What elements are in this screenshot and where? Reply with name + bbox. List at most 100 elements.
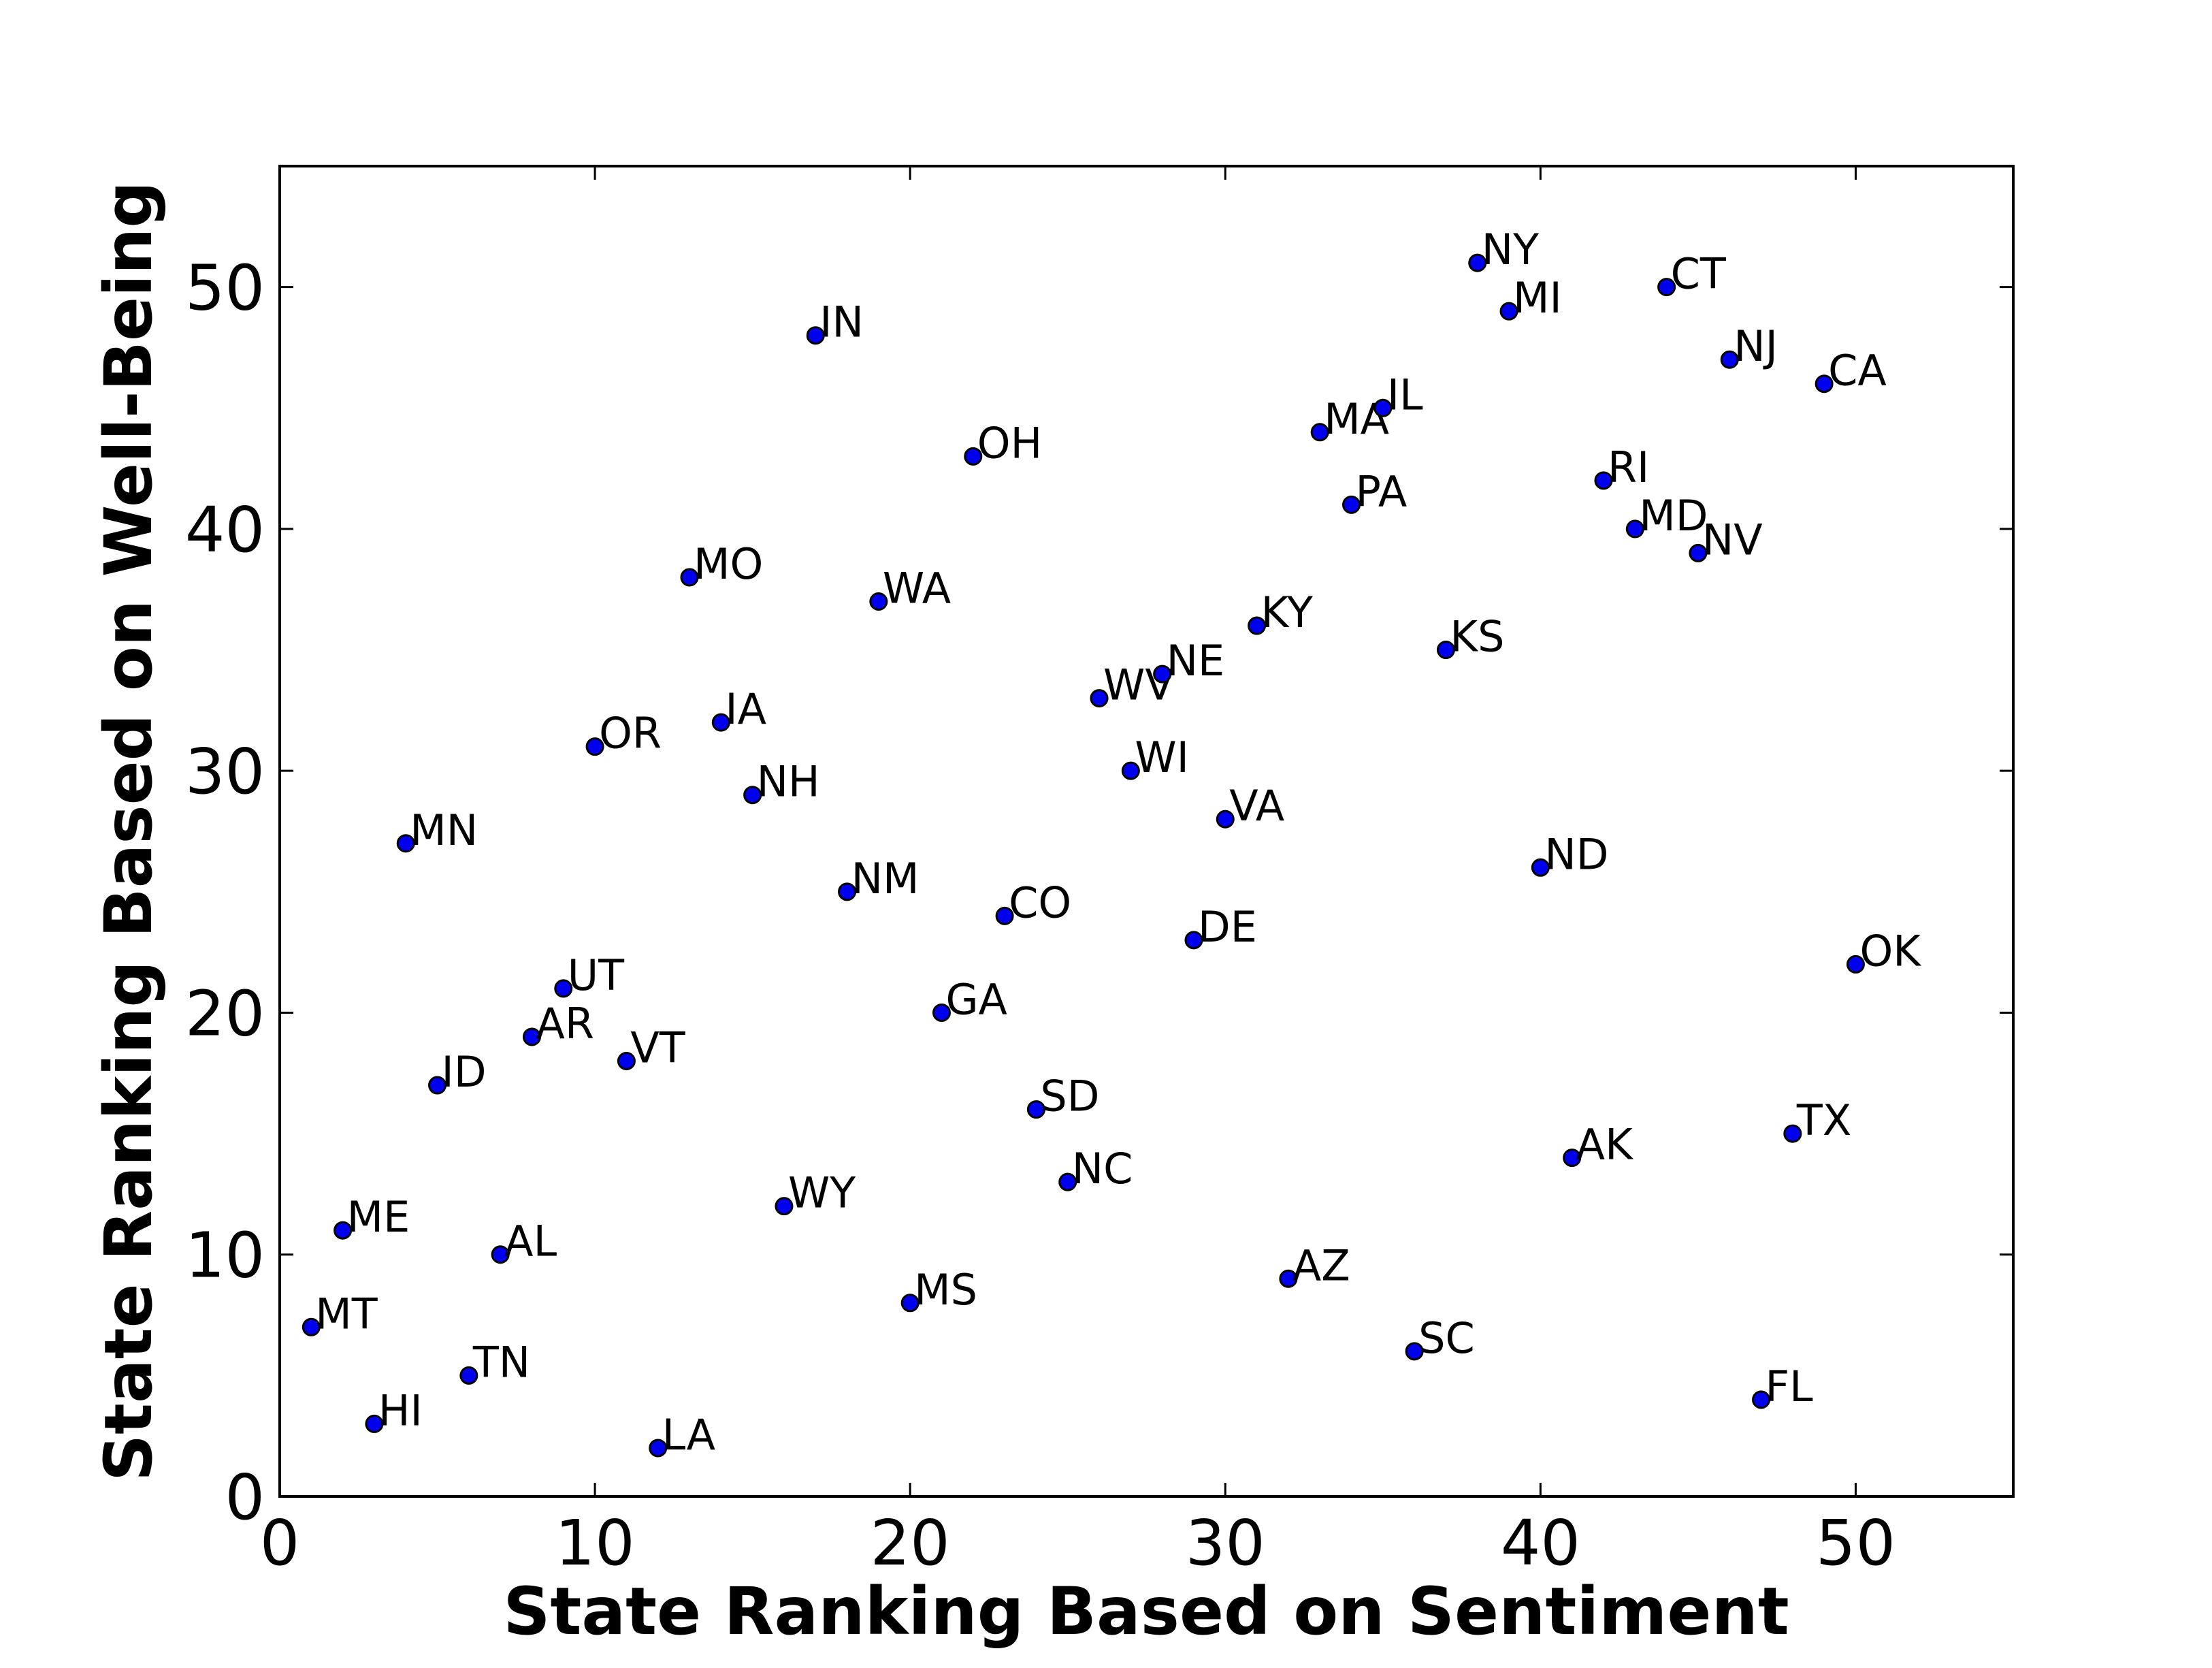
point — [1026, 1100, 1045, 1119]
point-label: KS — [1450, 612, 1504, 662]
point — [711, 713, 730, 732]
point — [869, 592, 888, 611]
point — [1310, 423, 1329, 442]
point-label: NV — [1702, 515, 1763, 564]
point-label: AR — [536, 999, 594, 1048]
y-tick-label: 10 — [185, 1219, 265, 1292]
point — [1720, 350, 1739, 369]
x-tick-label: 50 — [1816, 1507, 1896, 1579]
point — [1058, 1172, 1077, 1191]
point-label: SC — [1418, 1313, 1475, 1363]
point — [1499, 302, 1518, 321]
point — [1153, 664, 1172, 684]
point — [1405, 1342, 1424, 1361]
point — [1783, 1124, 1802, 1143]
point-label: CT — [1671, 249, 1727, 299]
x-tick-label: 40 — [1501, 1507, 1580, 1579]
point-label: HI — [378, 1385, 423, 1435]
x-tick-label: 0 — [260, 1507, 300, 1579]
point-label: NY — [1482, 225, 1539, 274]
point — [932, 1003, 951, 1022]
y-tick-label: 0 — [225, 1461, 265, 1534]
point — [1657, 278, 1676, 297]
point-label: NE — [1167, 636, 1225, 686]
point — [1248, 616, 1267, 635]
point — [995, 906, 1014, 925]
point-label: UT — [568, 950, 625, 1000]
y-tick-label: 20 — [185, 977, 265, 1050]
point — [1121, 761, 1140, 780]
plot-frame — [278, 165, 2015, 1498]
point-label: MS — [914, 1265, 977, 1315]
point — [1846, 955, 1865, 974]
point — [1090, 689, 1109, 708]
point — [1436, 641, 1455, 660]
point-label: NC — [1072, 1144, 1133, 1193]
point-label: NJ — [1734, 321, 1778, 371]
y-tick-label: 40 — [185, 494, 265, 566]
y-axis-label: State Ranking Based on Well-Being — [91, 181, 167, 1481]
point — [1184, 931, 1203, 950]
point-label: CA — [1828, 346, 1887, 396]
y-tick-label: 30 — [185, 735, 265, 808]
point-label: IA — [725, 684, 766, 734]
point-label: VA — [1229, 781, 1284, 831]
point — [806, 326, 825, 345]
point-label: ME — [347, 1192, 410, 1242]
point — [649, 1439, 668, 1458]
point — [396, 834, 415, 853]
point-label: WY — [788, 1168, 856, 1218]
point — [1752, 1390, 1771, 1409]
point-label: MI — [1513, 273, 1562, 323]
point — [585, 737, 604, 756]
point-label: MO — [694, 539, 763, 589]
point — [1373, 398, 1393, 417]
point-label: MN — [410, 805, 478, 855]
point-label: OK — [1859, 926, 1921, 976]
point-label: NH — [757, 757, 820, 807]
point-label: LA — [662, 1410, 715, 1460]
point — [1815, 374, 1834, 394]
point-label: GA — [945, 974, 1007, 1024]
point — [1594, 471, 1613, 490]
point-label: WA — [883, 563, 951, 613]
x-tick-label: 10 — [555, 1507, 635, 1579]
point-label: TN — [472, 1337, 530, 1387]
point-label: AL — [504, 1217, 557, 1266]
point — [1216, 809, 1235, 829]
point — [838, 882, 857, 901]
point — [964, 447, 983, 466]
point — [775, 1197, 794, 1216]
point-label: SD — [1040, 1072, 1099, 1121]
point — [1625, 519, 1644, 539]
point-label: AK — [1576, 1120, 1633, 1170]
point-label: PA — [1356, 466, 1408, 516]
point-label: TX — [1796, 1095, 1851, 1145]
point-label: CO — [1009, 878, 1071, 927]
point-label: AZ — [1292, 1240, 1350, 1290]
point — [1531, 858, 1550, 877]
point — [1689, 543, 1708, 562]
point — [554, 979, 573, 998]
point-label: KY — [1261, 588, 1313, 637]
point — [1563, 1149, 1582, 1168]
y-tick-label: 50 — [185, 252, 265, 325]
point — [1468, 253, 1487, 272]
point-label: WI — [1135, 733, 1189, 782]
point-label: RI — [1608, 443, 1649, 492]
point — [1342, 495, 1361, 514]
point — [459, 1366, 478, 1385]
point — [1279, 1269, 1298, 1288]
point-label: DE — [1198, 902, 1257, 952]
point — [334, 1221, 353, 1240]
point — [428, 1076, 447, 1095]
x-tick-label: 30 — [1186, 1507, 1265, 1579]
point-label: NM — [851, 854, 920, 903]
point-label: ID — [442, 1047, 487, 1097]
point-label: OH — [977, 418, 1042, 468]
x-axis-label: State Ranking Based on Sentiment — [503, 1573, 1789, 1650]
point-label: IL — [1387, 370, 1423, 419]
point-label: MT — [315, 1289, 378, 1338]
point — [522, 1027, 541, 1046]
